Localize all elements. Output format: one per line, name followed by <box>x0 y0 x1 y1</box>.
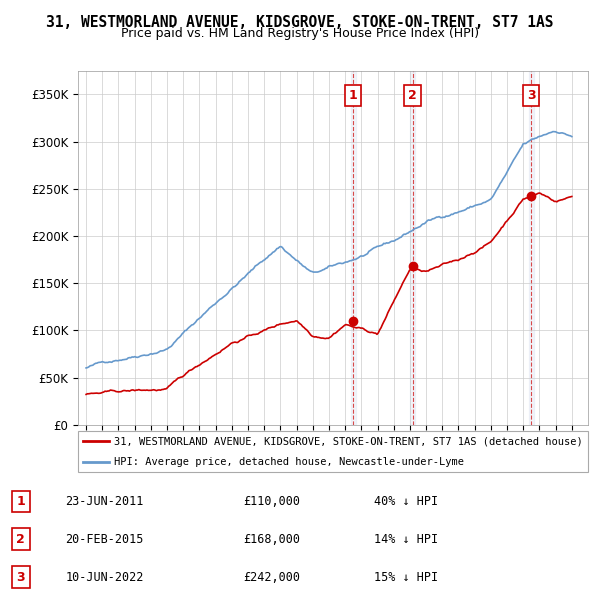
Bar <box>410 71 415 425</box>
Text: 31, WESTMORLAND AVENUE, KIDSGROVE, STOKE-ON-TRENT, ST7 1AS: 31, WESTMORLAND AVENUE, KIDSGROVE, STOKE… <box>46 15 554 30</box>
Bar <box>529 71 534 425</box>
Text: 1: 1 <box>16 495 25 508</box>
Text: 3: 3 <box>527 89 536 102</box>
Text: £110,000: £110,000 <box>244 495 301 508</box>
Text: 23-JUN-2011: 23-JUN-2011 <box>65 495 144 508</box>
Text: Price paid vs. HM Land Registry's House Price Index (HPI): Price paid vs. HM Land Registry's House … <box>121 27 479 40</box>
Text: 10-JUN-2022: 10-JUN-2022 <box>65 571 144 584</box>
Text: 40% ↓ HPI: 40% ↓ HPI <box>374 495 439 508</box>
Text: HPI: Average price, detached house, Newcastle-under-Lyme: HPI: Average price, detached house, Newc… <box>114 457 464 467</box>
Text: 3: 3 <box>17 571 25 584</box>
Text: 2: 2 <box>408 89 417 102</box>
Text: 1: 1 <box>349 89 358 102</box>
Text: 2: 2 <box>16 533 25 546</box>
Text: 20-FEB-2015: 20-FEB-2015 <box>65 533 144 546</box>
Text: 14% ↓ HPI: 14% ↓ HPI <box>374 533 439 546</box>
Bar <box>351 71 356 425</box>
Text: 31, WESTMORLAND AVENUE, KIDSGROVE, STOKE-ON-TRENT, ST7 1AS (detached house): 31, WESTMORLAND AVENUE, KIDSGROVE, STOKE… <box>114 436 583 446</box>
Text: £168,000: £168,000 <box>244 533 301 546</box>
FancyBboxPatch shape <box>78 431 588 472</box>
Text: £242,000: £242,000 <box>244 571 301 584</box>
Text: 15% ↓ HPI: 15% ↓ HPI <box>374 571 439 584</box>
